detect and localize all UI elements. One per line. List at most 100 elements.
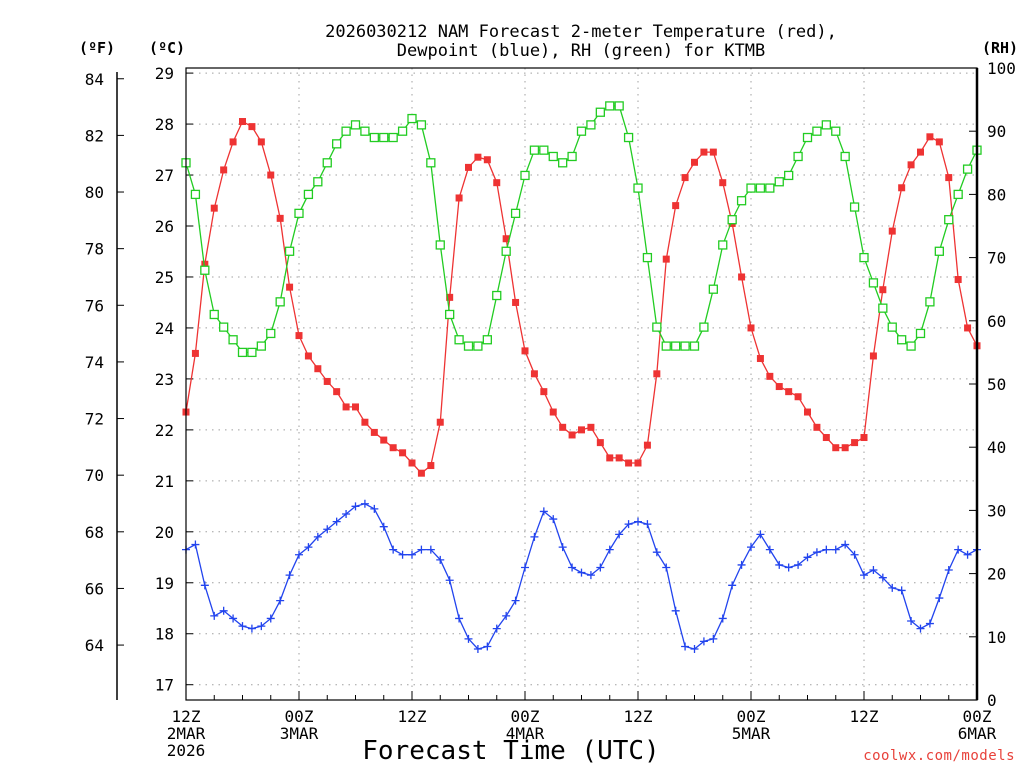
dewpoint-point — [709, 634, 718, 643]
temperature-point — [926, 133, 934, 141]
temperature-point — [747, 324, 755, 332]
temperature-point — [286, 283, 294, 291]
temperature-point — [540, 388, 548, 396]
rh-point — [897, 335, 907, 345]
x-tick-label: 6MAR — [958, 724, 997, 743]
x-tick-label: 12Z — [172, 707, 201, 726]
dewpoint-point — [238, 622, 247, 631]
rh-point — [482, 335, 492, 345]
rh-point — [407, 113, 417, 124]
x-tick-label: 4MAR — [506, 724, 545, 743]
fahrenheit-tick-label: 82 — [85, 126, 104, 145]
rh-point — [388, 132, 398, 143]
dewpoint-point — [323, 525, 332, 534]
rh-point — [209, 309, 219, 320]
dewpoint-point — [775, 560, 784, 569]
dewpoint-point — [794, 560, 803, 569]
temperature-point — [606, 454, 614, 462]
rh-point — [275, 297, 285, 307]
chart-title-line2: Dewpoint (blue), RH (green) for KTMB — [397, 41, 765, 61]
temperature-point — [634, 459, 642, 467]
rh-point — [849, 202, 860, 212]
temperature-point — [917, 148, 924, 156]
temperature-line — [185, 120, 978, 475]
celsius-tick-label: 25 — [155, 268, 174, 287]
dewpoint-point — [756, 530, 765, 539]
temperature-point — [643, 441, 651, 449]
x-tick-label: 3MAR — [280, 724, 319, 743]
rh-point — [859, 252, 869, 263]
temperature-point — [257, 138, 265, 146]
dewpoint-point — [671, 606, 680, 615]
temperature-point — [455, 194, 463, 202]
rh-point — [416, 120, 427, 130]
rh-point — [586, 120, 596, 130]
rh-tick-label: 40 — [987, 438, 1006, 457]
temperature-point — [465, 163, 472, 171]
dewpoint-point — [812, 548, 821, 557]
rh-point — [266, 328, 276, 339]
dewpoint-point — [577, 568, 586, 577]
temperature-point — [813, 423, 821, 431]
rh-point — [925, 297, 935, 307]
dewpoint-point — [728, 581, 737, 590]
rh-point — [755, 183, 766, 193]
temperature-point — [672, 202, 680, 210]
rh-tick-label: 20 — [987, 565, 1006, 584]
dewpoint-point — [313, 532, 322, 541]
dewpoint-point — [370, 504, 379, 513]
temperature-point — [323, 377, 331, 385]
rh-point — [379, 132, 389, 143]
temperature-point — [822, 434, 830, 442]
rh-point — [915, 328, 926, 339]
rh-point — [322, 158, 332, 168]
temperature-point — [512, 298, 520, 306]
fahrenheit-tick-label: 72 — [85, 410, 104, 429]
temperature-point — [700, 148, 708, 156]
temperature-point — [719, 179, 727, 187]
dewpoint-point — [718, 614, 727, 623]
dewpoint-point — [841, 540, 850, 549]
fahrenheit-tick-label: 76 — [85, 296, 104, 315]
temperature-point — [483, 156, 491, 164]
rh-point — [887, 322, 897, 332]
grid-layer — [186, 68, 977, 700]
rh-point — [303, 189, 314, 200]
rh-point — [944, 215, 954, 225]
dewpoint-point — [624, 520, 633, 529]
x-tick-label: 00Z — [737, 707, 766, 726]
temperature-point — [709, 148, 717, 156]
rh-point — [765, 183, 775, 193]
dewpoint-point — [878, 573, 887, 582]
dewpoint-point — [615, 530, 624, 539]
credit-text: coolwx.com/models — [863, 748, 1015, 764]
x-tick-label: 12Z — [624, 707, 653, 726]
dewpoint-point — [483, 642, 492, 651]
rh-tick-label: 70 — [987, 249, 1006, 268]
celsius-tick-label: 20 — [155, 523, 174, 542]
dewpoint-point — [408, 550, 416, 559]
temperature-point — [370, 428, 378, 436]
series-layer — [181, 101, 982, 654]
dewpoint-point — [200, 581, 209, 590]
dewpoint-point — [586, 571, 595, 580]
rh-point — [190, 189, 201, 200]
rh-point — [793, 151, 803, 162]
rh-point — [520, 170, 530, 181]
rh-point — [473, 341, 483, 351]
rh-point — [284, 246, 295, 256]
rh-point — [746, 183, 756, 193]
fahrenheit-tick-label: 80 — [85, 183, 104, 202]
x-tick-label: 12Z — [850, 707, 879, 726]
dewpoint-point — [549, 515, 558, 524]
rh-point — [831, 126, 841, 136]
temperature-point — [954, 276, 962, 284]
rh-point — [784, 170, 794, 181]
temperature-point — [446, 293, 454, 301]
celsius-tick-label: 18 — [155, 625, 174, 644]
rh-point — [313, 177, 323, 187]
temperature-point — [220, 166, 228, 174]
temperature-point — [361, 418, 369, 426]
dewpoint-point — [530, 532, 539, 541]
dewpoint-point — [568, 563, 577, 572]
